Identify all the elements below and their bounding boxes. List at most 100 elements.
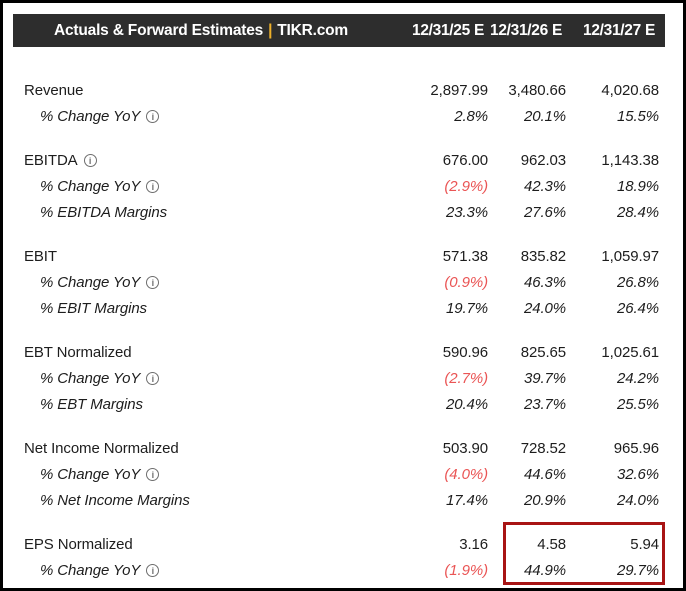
row-label: EPS Normalized xyxy=(24,535,133,553)
row-label: % Change YoY xyxy=(40,465,141,483)
section-net-income-normalized: Net Income Normalized 503.90 728.52 965.… xyxy=(24,435,659,513)
cell: 23.7% xyxy=(523,395,566,413)
row-label: % Change YoY xyxy=(40,561,141,579)
cell: 15.5% xyxy=(616,107,659,125)
row-net-income-change-yoy: % Change YoY i (4.0%) 44.6% 32.6% xyxy=(24,461,659,487)
cell-negative: (2.7%) xyxy=(444,369,488,387)
row-ebitda-margins: % EBITDA Margins 23.3% 27.6% 28.4% xyxy=(24,199,659,225)
cell: 25.5% xyxy=(616,395,659,413)
cell: 24.0% xyxy=(616,491,659,509)
cell: 4.58 xyxy=(537,535,566,553)
cell: 3,480.66 xyxy=(508,81,566,99)
row-label: % EBITDA Margins xyxy=(40,203,168,221)
cell: 2.8% xyxy=(454,107,488,125)
cell: 571.38 xyxy=(442,247,488,265)
row-label: EBT Normalized xyxy=(24,343,132,361)
row-ebit-margins: % EBIT Margins 19.7% 24.0% 26.4% xyxy=(24,295,659,321)
table-header: Actuals & Forward Estimates | TIKR.com 12/… xyxy=(13,14,665,47)
row-label: Revenue xyxy=(24,81,84,99)
table-body: Revenue 2,897.99 3,480.66 4,020.68 % Cha… xyxy=(3,47,683,585)
cell: 18.9% xyxy=(616,177,659,195)
info-icon[interactable]: i xyxy=(146,109,160,123)
cell: 835.82 xyxy=(520,247,566,265)
row-label: % Change YoY xyxy=(40,273,141,291)
section-eps-normalized: EPS Normalized 3.16 4.58 5.94 % Change Y… xyxy=(24,522,665,585)
cell: 27.6% xyxy=(523,203,566,221)
row-eps-change-yoy: % Change YoY i (1.9%) 44.9% 29.7% xyxy=(24,557,659,583)
cell: 46.3% xyxy=(523,273,566,291)
row-label: EBITDA xyxy=(24,151,78,169)
cell: 42.3% xyxy=(523,177,566,195)
cell-negative: (1.9%) xyxy=(444,561,488,579)
row-label: % Net Income Margins xyxy=(40,491,190,509)
cell: 19.7% xyxy=(445,299,488,317)
cell: 39.7% xyxy=(523,369,566,387)
row-label: % Change YoY xyxy=(40,369,141,387)
row-label: % EBT Margins xyxy=(40,395,143,413)
section-revenue: Revenue 2,897.99 3,480.66 4,020.68 % Cha… xyxy=(24,77,659,129)
info-icon[interactable]: i xyxy=(83,153,97,167)
cell: 20.1% xyxy=(523,107,566,125)
cell: 24.0% xyxy=(523,299,566,317)
row-net-income-normalized: Net Income Normalized 503.90 728.52 965.… xyxy=(24,435,659,461)
row-label: % Change YoY xyxy=(40,177,141,195)
column-header-12-31-27: 12/31/27 E xyxy=(583,21,655,39)
cell: 825.65 xyxy=(520,343,566,361)
cell: 20.4% xyxy=(445,395,488,413)
row-label: % EBIT Margins xyxy=(40,299,147,317)
info-icon[interactable]: i xyxy=(146,275,160,289)
cell: 676.00 xyxy=(442,151,488,169)
info-icon[interactable]: i xyxy=(146,467,160,481)
info-icon[interactable]: i xyxy=(146,563,160,577)
cell: 590.96 xyxy=(442,343,488,361)
cell: 728.52 xyxy=(520,439,566,457)
cell: 28.4% xyxy=(616,203,659,221)
row-revenue: Revenue 2,897.99 3,480.66 4,020.68 xyxy=(24,77,659,103)
cell: 4,020.68 xyxy=(601,81,659,99)
cell: 965.96 xyxy=(613,439,659,457)
row-ebitda: EBITDA i 676.00 962.03 1,143.38 xyxy=(24,147,659,173)
cell: 3.16 xyxy=(459,535,488,553)
info-icon[interactable]: i xyxy=(146,371,160,385)
row-label: % Change YoY xyxy=(40,107,141,125)
row-ebt-margins: % EBT Margins 20.4% 23.7% 25.5% xyxy=(24,391,659,417)
cell-negative: (4.0%) xyxy=(444,465,488,483)
cell: 503.90 xyxy=(442,439,488,457)
cell-negative: (2.9%) xyxy=(444,177,488,195)
title-brand: TIKR.com xyxy=(277,21,348,39)
row-ebit: EBIT 571.38 835.82 1,059.97 xyxy=(24,243,659,269)
row-ebitda-change-yoy: % Change YoY i (2.9%) 42.3% 18.9% xyxy=(24,173,659,199)
table-title: Actuals & Forward Estimates | TIKR.com xyxy=(13,22,389,40)
cell: 1,025.61 xyxy=(601,343,659,361)
column-header-12-31-26: 12/31/26 E xyxy=(490,21,562,39)
column-header-12-31-25: 12/31/25 E xyxy=(412,21,484,39)
cell: 23.3% xyxy=(445,203,488,221)
section-ebit: EBIT 571.38 835.82 1,059.97 % Change YoY… xyxy=(24,243,659,321)
row-net-income-margins: % Net Income Margins 17.4% 20.9% 24.0% xyxy=(24,487,659,513)
cell: 17.4% xyxy=(445,491,488,509)
cell: 26.4% xyxy=(616,299,659,317)
row-ebt-normalized: EBT Normalized 590.96 825.65 1,025.61 xyxy=(24,339,659,365)
cell: 44.9% xyxy=(523,561,566,579)
row-label: EBIT xyxy=(24,247,57,265)
cell: 32.6% xyxy=(616,465,659,483)
section-ebitda: EBITDA i 676.00 962.03 1,143.38 % Change … xyxy=(24,147,659,225)
cell: 44.6% xyxy=(523,465,566,483)
cell: 29.7% xyxy=(616,561,659,579)
row-label: Net Income Normalized xyxy=(24,439,179,457)
title-left: Actuals & Forward Estimates xyxy=(54,21,264,39)
cell-negative: (0.9%) xyxy=(444,273,488,291)
title-separator: | xyxy=(268,21,273,39)
cell: 962.03 xyxy=(520,151,566,169)
cell: 1,143.38 xyxy=(601,151,659,169)
row-eps-normalized: EPS Normalized 3.16 4.58 5.94 xyxy=(24,531,659,557)
cell: 1,059.97 xyxy=(601,247,659,265)
cell: 5.94 xyxy=(630,535,659,553)
section-ebt-normalized: EBT Normalized 590.96 825.65 1,025.61 % … xyxy=(24,339,659,417)
cell: 2,897.99 xyxy=(430,81,488,99)
cell: 20.9% xyxy=(523,491,566,509)
row-ebit-change-yoy: % Change YoY i (0.9%) 46.3% 26.8% xyxy=(24,269,659,295)
info-icon[interactable]: i xyxy=(146,179,160,193)
cell: 26.8% xyxy=(616,273,659,291)
